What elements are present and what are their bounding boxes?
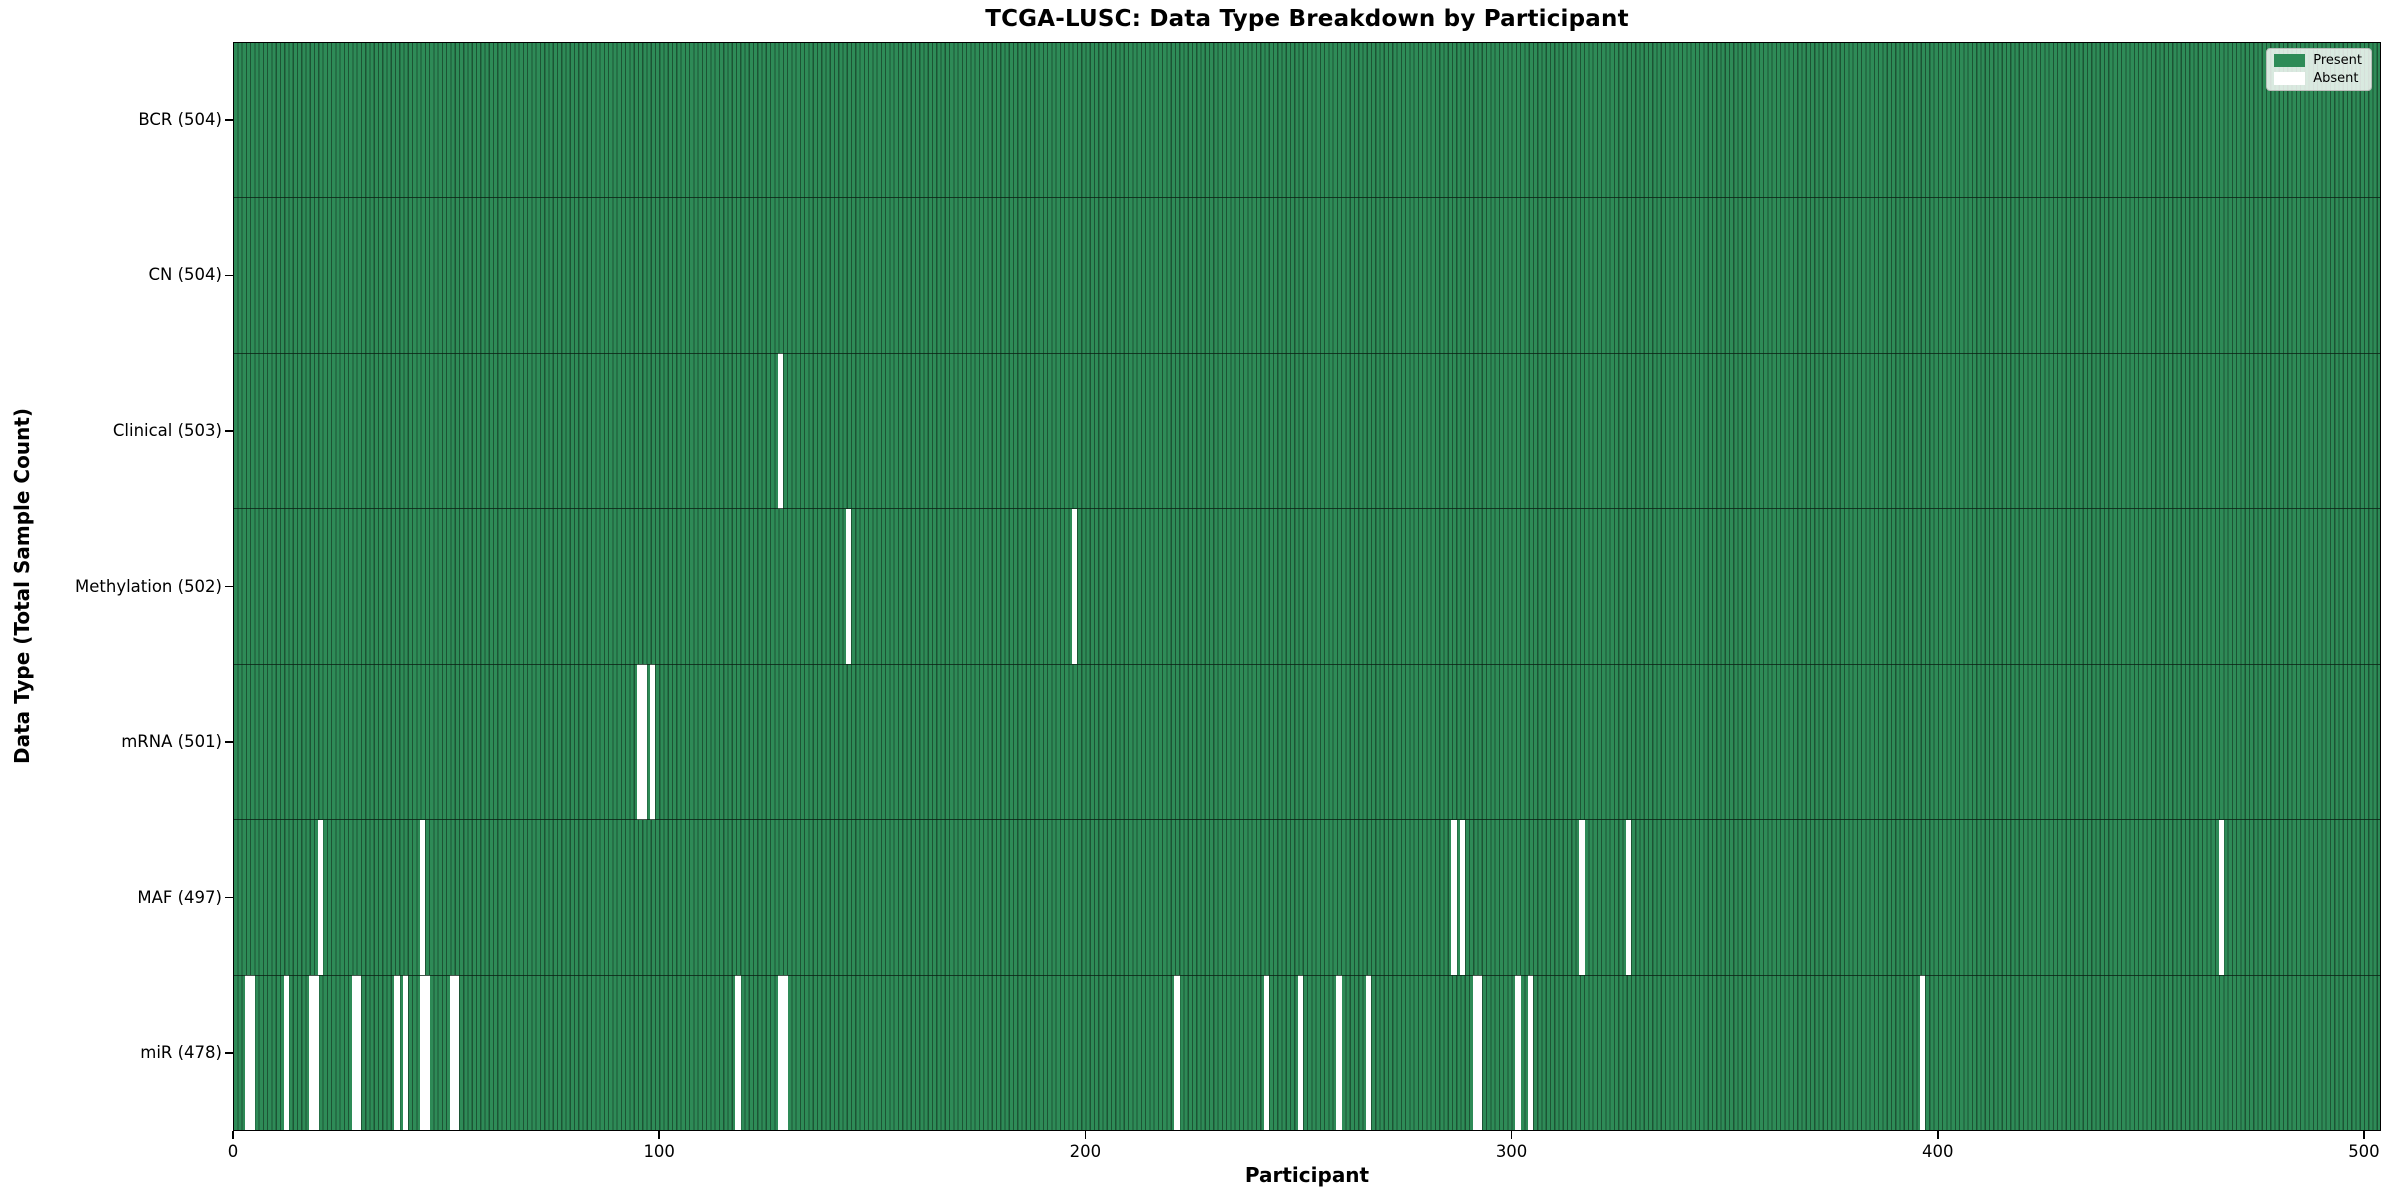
absent-gap: [1626, 819, 1632, 976]
x-tick-label: 300: [1495, 1142, 1528, 1161]
y-tick: [225, 741, 233, 743]
legend-item-absent: Absent: [2274, 72, 2362, 85]
x-tick-label: 500: [2348, 1142, 2380, 1161]
y-tick-label: Methylation (502): [75, 576, 222, 596]
absent-gap: [1459, 819, 1466, 976]
absent-gap: [846, 508, 852, 665]
chart-title: TCGA-LUSC: Data Type Breakdown by Partic…: [985, 6, 1629, 32]
absent-gap: [249, 975, 255, 1131]
heatmap-row-methylation: [233, 508, 2381, 665]
absent-gap: [317, 819, 323, 976]
absent-gap: [420, 819, 426, 976]
absent-gap: [1472, 975, 1478, 1131]
absent-gap: [1528, 975, 1534, 1131]
row-divider: [233, 974, 2381, 976]
row-divider: [233, 508, 2381, 510]
absent-gap: [2218, 819, 2224, 976]
y-tick-label: miR (478): [140, 1043, 222, 1063]
absent-gap: [454, 975, 460, 1131]
present-swatch-icon: [2274, 54, 2306, 67]
absent-gap: [424, 975, 430, 1131]
absent-gap: [449, 975, 456, 1131]
y-tick: [225, 430, 233, 432]
absent-gap: [1515, 975, 1521, 1131]
absent-gap: [351, 975, 358, 1131]
y-tick: [225, 585, 233, 588]
legend: Present Absent: [2266, 48, 2372, 91]
absent-gap: [402, 975, 409, 1131]
absent-gap: [1072, 508, 1078, 665]
absent-gap: [1451, 819, 1457, 976]
x-tick-label: 0: [227, 1142, 239, 1161]
absent-gap: [1920, 975, 1926, 1131]
x-tick: [1936, 1131, 1939, 1139]
y-tick: [225, 896, 233, 899]
absent-gap: [245, 975, 251, 1131]
y-tick-label: CN (504): [148, 265, 222, 285]
row-divider: [233, 352, 2381, 354]
y-tick: [225, 118, 233, 121]
absent-gap: [637, 664, 643, 820]
absent-gap: [778, 975, 784, 1131]
absent-gap: [394, 975, 400, 1131]
row-divider: [233, 819, 2381, 821]
y-tick-label: mRNA (501): [121, 732, 222, 752]
y-tick: [225, 274, 233, 277]
y-tick-label: Clinical (503): [112, 420, 222, 440]
heatmap-row-bcr: [233, 42, 2381, 198]
x-tick: [1510, 1131, 1513, 1139]
row-divider: [233, 197, 2381, 199]
absent-gap: [283, 975, 289, 1131]
legend-label-present: Present: [2313, 53, 2362, 68]
absent-gap: [313, 975, 319, 1131]
heatmap-row-maf: [233, 819, 2381, 976]
absent-gap: [650, 664, 656, 820]
absent-gap: [735, 975, 741, 1131]
absent-gap: [1336, 975, 1342, 1131]
heatmap-row-cn: [233, 197, 2381, 354]
absent-swatch-icon: [2274, 72, 2306, 85]
x-tick: [658, 1131, 660, 1139]
heatmap-row-mir: [233, 975, 2381, 1131]
absent-gap: [782, 975, 788, 1131]
x-tick: [1084, 1131, 1087, 1139]
absent-gap: [356, 975, 362, 1131]
legend-item-present: Present: [2274, 54, 2362, 67]
plot-area: Present Absent: [233, 42, 2381, 1131]
heatmap-row-mrna: [233, 664, 2381, 820]
absent-gap: [1476, 975, 1483, 1131]
absent-gap: [1297, 975, 1304, 1131]
absent-gap: [641, 664, 647, 820]
y-tick-label: MAF (497): [137, 887, 222, 907]
absent-gap: [309, 975, 315, 1131]
absent-gap: [420, 975, 426, 1131]
x-tick: [2363, 1131, 2365, 1139]
absent-gap: [1579, 819, 1585, 976]
absent-gap: [1174, 975, 1180, 1131]
legend-label-absent: Absent: [2313, 71, 2359, 86]
x-tick-label: 200: [1069, 1142, 1102, 1161]
y-tick: [225, 1052, 233, 1054]
x-tick: [232, 1131, 234, 1139]
absent-gap: [778, 353, 784, 509]
x-tick-label: 100: [643, 1142, 675, 1161]
absent-gap: [1366, 975, 1372, 1131]
heatmap-row-clinical: [233, 353, 2381, 509]
absent-gap: [1263, 975, 1270, 1131]
y-tick-label: BCR (504): [138, 109, 222, 129]
row-divider: [233, 663, 2381, 665]
x-axis-title: Participant: [1244, 1163, 1370, 1187]
x-tick-label: 400: [1922, 1142, 1954, 1161]
